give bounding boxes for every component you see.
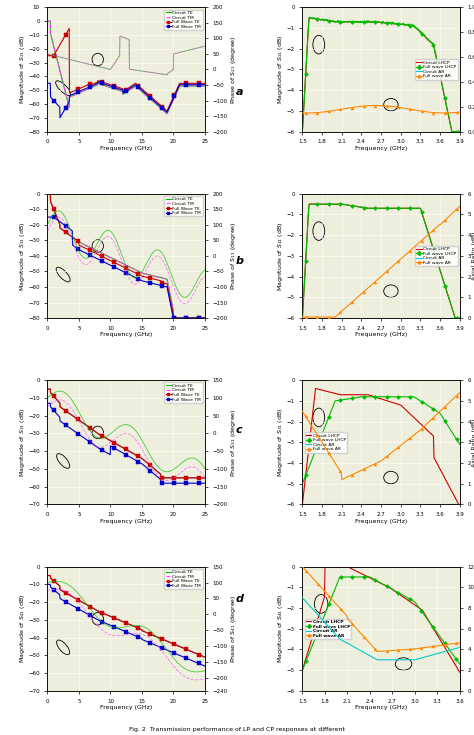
Legend: Circuit LHCP, Full wave LHCP, Circuit AR, Full wave AR: Circuit LHCP, Full wave LHCP, Circuit AR… — [415, 60, 457, 79]
Y-axis label: Phase of $S_{11}$ (degree): Phase of $S_{11}$ (degree) — [229, 221, 238, 290]
X-axis label: Frequency (GHz): Frequency (GHz) — [355, 705, 407, 710]
Y-axis label: Axial Ratio (dB): Axial Ratio (dB) — [472, 232, 474, 280]
Y-axis label: Magnitude of $S_{11}$ (dB): Magnitude of $S_{11}$ (dB) — [18, 221, 27, 290]
Text: d: d — [236, 594, 243, 604]
X-axis label: Frequency (GHz): Frequency (GHz) — [100, 518, 152, 523]
Y-axis label: Magnitude of $S_{21}$ (dB): Magnitude of $S_{21}$ (dB) — [18, 35, 27, 104]
X-axis label: Frequency (GHz): Frequency (GHz) — [355, 518, 407, 523]
Text: b: b — [236, 256, 243, 266]
Y-axis label: Axial Ratio (dB): Axial Ratio (dB) — [472, 418, 474, 467]
Legend: Circuit TE, Circuit TM, Full Wave TE, Full Wave TM: Circuit TE, Circuit TM, Full Wave TE, Fu… — [164, 569, 202, 589]
Y-axis label: Phase of $S_{21}$ (degree): Phase of $S_{21}$ (degree) — [229, 35, 238, 104]
Y-axis label: Magnitude of $S_{41}$ (dB): Magnitude of $S_{41}$ (dB) — [18, 594, 27, 664]
Y-axis label: Phase of $S_{41}$ (degree): Phase of $S_{41}$ (degree) — [229, 595, 238, 663]
Text: a: a — [236, 87, 243, 97]
Legend: Circuit TE, Circuit TM, Full Wave TE, Full Wave TM: Circuit TE, Circuit TM, Full Wave TE, Fu… — [164, 196, 202, 216]
X-axis label: Frequency (GHz): Frequency (GHz) — [355, 146, 407, 151]
Y-axis label: Magnitude of $S_{31}$ (dB): Magnitude of $S_{31}$ (dB) — [18, 408, 27, 477]
Legend: Circuit LHCP, Full wave LHCP, Circuit AR, Full wave AR: Circuit LHCP, Full wave LHCP, Circuit AR… — [305, 619, 351, 639]
Legend: Circuit TE, Circuit TM, Full Wave TE, Full Wave TM: Circuit TE, Circuit TM, Full Wave TE, Fu… — [164, 382, 202, 403]
X-axis label: Frequency (GHz): Frequency (GHz) — [100, 332, 152, 337]
Y-axis label: Magnitude of $S_{31}$ (dB): Magnitude of $S_{31}$ (dB) — [276, 408, 285, 477]
Legend: Circuit LHCP, Full wave LHCP, Circuit AR, Full wave AR: Circuit LHCP, Full wave LHCP, Circuit AR… — [415, 245, 457, 266]
X-axis label: Frequency (GHz): Frequency (GHz) — [100, 705, 152, 710]
Text: Fig. 2  Transmission performance of LP and CP responses at different: Fig. 2 Transmission performance of LP an… — [129, 728, 345, 732]
Y-axis label: Magnitude of $S_{11}$ (dB): Magnitude of $S_{11}$ (dB) — [276, 221, 285, 290]
Y-axis label: Phase of $S_{31}$ (degree): Phase of $S_{31}$ (degree) — [229, 408, 238, 477]
Legend: Circuit LHCP, Full wave LHCP, Circuit AR, Full wave AR: Circuit LHCP, Full wave LHCP, Circuit AR… — [305, 432, 347, 453]
Y-axis label: Magnitude of $S_{41}$ (dB): Magnitude of $S_{41}$ (dB) — [276, 594, 285, 664]
Legend: Circuit TE, Circuit TM, Full Wave TE, Full Wave TM: Circuit TE, Circuit TM, Full Wave TE, Fu… — [164, 10, 202, 30]
X-axis label: Frequency (GHz): Frequency (GHz) — [100, 146, 152, 151]
X-axis label: Frequency (GHz): Frequency (GHz) — [355, 332, 407, 337]
Y-axis label: Magnitude of $S_{21}$ (dB): Magnitude of $S_{21}$ (dB) — [276, 35, 285, 104]
Text: c: c — [236, 425, 243, 435]
